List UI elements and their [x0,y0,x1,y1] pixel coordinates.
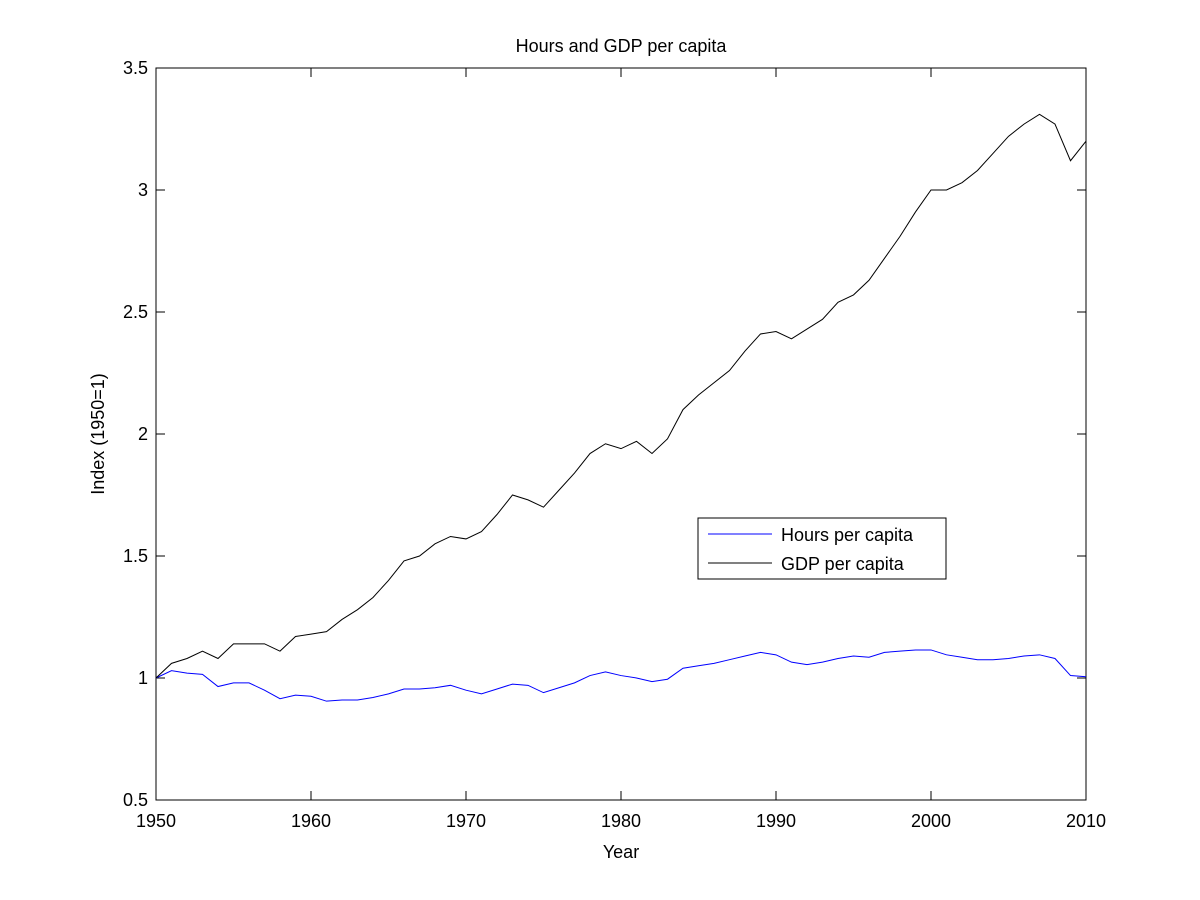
y-tick-label: 2.5 [123,302,148,322]
x-tick-label: 2000 [911,811,951,831]
series-line-gdp-per-capita [155,113,1087,679]
x-axis-title: Year [603,842,639,862]
x-tick-label: 1960 [291,811,331,831]
x-tick-labels: 1950 1960 1970 1980 1990 2000 2010 [136,811,1106,831]
y-tick-label: 1 [138,668,148,688]
y-axis-title: Index (1950=1) [88,373,108,495]
y-tick-label: 3.5 [123,58,148,78]
y-tick-label: 1.5 [123,546,148,566]
x-tick-label: 1970 [446,811,486,831]
series-line-hours-per-capita [155,649,1087,702]
legend-label-gdp: GDP per capita [781,554,905,574]
chart-title: Hours and GDP per capita [516,36,728,56]
y-tick-label: 3 [138,180,148,200]
axis-ticks [155,67,1087,801]
y-tick-labels: 0.5 1 1.5 2 2.5 3 3.5 [123,58,148,810]
x-tick-label: 1990 [756,811,796,831]
x-tick-label: 1950 [136,811,176,831]
y-tick-label: 2 [138,424,148,444]
legend-box [697,517,947,580]
legend-label-hours: Hours per capita [781,525,914,545]
series-lines [155,113,1087,702]
legend: Hours per capita GDP per capita [697,517,947,580]
x-tick-label: 1980 [601,811,641,831]
plot-area [155,67,1087,801]
x-tick-label: 2010 [1066,811,1106,831]
y-tick-label: 0.5 [123,790,148,810]
